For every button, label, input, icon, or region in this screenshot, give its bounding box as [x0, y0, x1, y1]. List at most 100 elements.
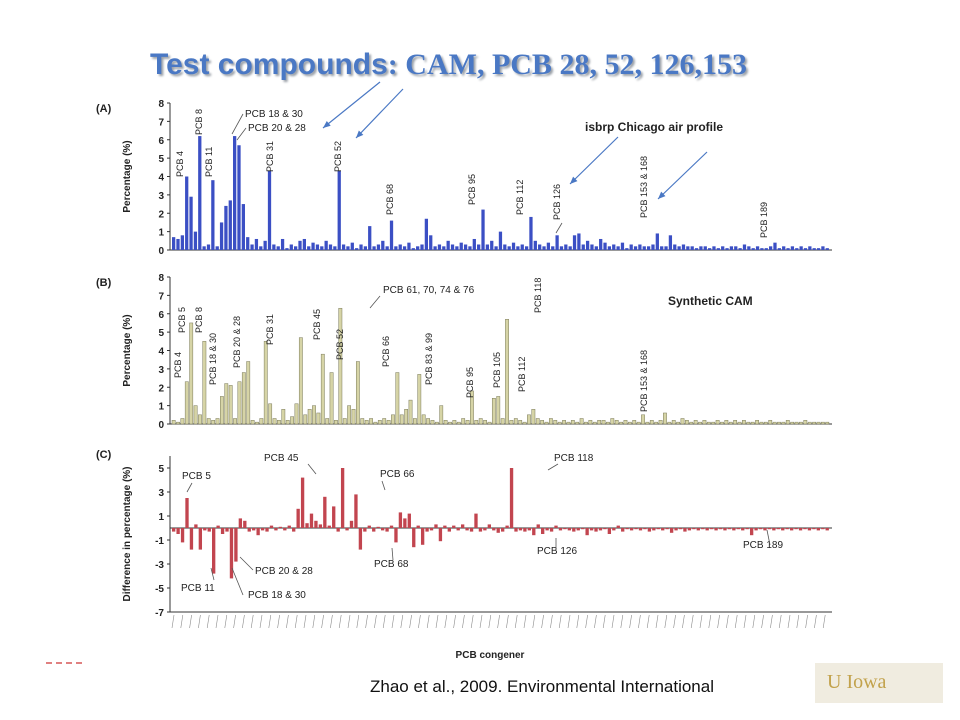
panel-b-bar [456, 421, 461, 425]
panel-b-bar [663, 412, 667, 425]
panel-c-bar [354, 494, 358, 528]
panel-a-bar [346, 246, 350, 250]
slide-title-rest: CAM, PCB 28, 52, 126,153 [397, 48, 747, 81]
panel-b-bar [483, 420, 487, 425]
panel-b-bar [417, 374, 422, 425]
panel-b-ylabel: Percentage (%) [122, 314, 133, 386]
panel-b-ytick-label: 4 [158, 347, 164, 358]
panel-a-bar [333, 246, 337, 250]
panel-a-annotation: PCB 20 & 28 [248, 123, 306, 134]
panel-a-bar [337, 170, 341, 250]
panel-a-annotation: PCB 52 [333, 141, 343, 172]
panel-b-bar [404, 409, 409, 425]
panel-b-bar [250, 420, 255, 425]
panel-a-bar [202, 246, 206, 250]
panel-c-bar [478, 528, 483, 532]
panel-b-bar [448, 421, 452, 425]
panel-a-bar [599, 238, 603, 250]
panel-c-xtick-label [268, 614, 272, 629]
panel-c-bar [714, 528, 718, 531]
panel-c-bar [260, 528, 265, 531]
panel-c-xtick-label [497, 614, 500, 629]
panel-b-bar [750, 421, 755, 425]
panel-c-bar [758, 528, 763, 530]
panel-b-bar [360, 418, 365, 425]
panel-c-xtick-label [479, 614, 483, 629]
panel-a-annotation: PCB 18 & 30 [245, 109, 303, 120]
panel-c-bar [509, 468, 514, 528]
panel-b-bar [505, 319, 509, 425]
panel-c-xtick-label [576, 614, 580, 629]
panel-b-bar [535, 418, 540, 425]
panel-a-bar [681, 244, 686, 250]
panel-b-annotation: PCB 5 [177, 307, 187, 333]
panel-b-bar [785, 420, 790, 425]
panel-b-bar [391, 414, 395, 425]
panel-b-ytick-label: 2 [158, 383, 164, 394]
panel-a-bar [350, 242, 354, 250]
panel-b-bar [426, 418, 430, 425]
panel-a-bar [246, 237, 250, 250]
panel-c-xtick-label [365, 614, 368, 629]
panel-c-xtick-label [444, 614, 448, 629]
panel-b-bar [649, 420, 654, 425]
panel-c-bar [345, 528, 349, 531]
panel-b-bar [689, 421, 694, 425]
pointer-arrow [355, 88, 404, 139]
annotation-leader [307, 463, 317, 475]
panel-b-bar [369, 418, 373, 425]
panel-a-bar [463, 244, 468, 250]
panel-c-xtick-label [708, 614, 712, 629]
panel-c-bar [638, 528, 643, 531]
panel-a-annotation: PCB 68 [385, 184, 395, 215]
panel-c-bar [292, 528, 296, 532]
panel-c-bar [745, 528, 749, 530]
panel-c-bar [185, 498, 189, 528]
panel-c-xtick-label [611, 614, 615, 629]
panel-a-bar [734, 246, 738, 250]
panel-a-bar [324, 240, 328, 250]
panel-a-bar [590, 244, 594, 250]
panel-a-bar [738, 248, 742, 250]
panel-c-bar [812, 528, 816, 530]
panel-b-bar [715, 420, 720, 425]
panel-c-xtick-label [206, 614, 210, 629]
panel-b-bar [509, 420, 514, 425]
panel-a-bar [276, 246, 280, 250]
panel-a-bar [786, 248, 790, 250]
panel-c-bar [469, 528, 474, 532]
panel-a-bar [233, 136, 237, 250]
panel-b-bar [320, 353, 325, 425]
panel-a-bar [376, 244, 381, 250]
panel-a-bar [385, 246, 389, 250]
panel-a-bar [677, 246, 681, 250]
panel-c-xtick-label [743, 614, 747, 629]
panel-b-annotation: PCB 8 [194, 307, 204, 333]
pointer-arrow-head [658, 191, 666, 199]
panel-c-xtick-label [233, 614, 236, 629]
panel-b-bar [566, 421, 571, 425]
panel-b-bar [198, 414, 202, 425]
panel-b-bar [549, 418, 553, 425]
panel-a-bar [237, 145, 241, 250]
panel-c-bar [549, 528, 554, 532]
panel-b-bar [799, 421, 803, 425]
pointer-arrow [657, 151, 708, 200]
panel-c-xlabel: PCB congener [456, 650, 525, 661]
panel-c-bar [487, 524, 491, 528]
panel-a-bar [490, 240, 494, 250]
panel-a-ytick-label: 6 [158, 136, 164, 147]
panel-b-bar [373, 421, 378, 425]
panel-b-ytick-label: 5 [158, 328, 164, 339]
panel-c-xtick-label [734, 614, 738, 629]
panel-a-bar [311, 242, 315, 250]
panel-c-bar [598, 528, 603, 531]
panel-b-bar [294, 403, 299, 425]
panel-a-bar [799, 246, 803, 250]
panel-a-annotation: PCB 153 & 168 [639, 156, 649, 218]
panel-a-inset-title: isbrp Chicago air profile [585, 120, 723, 134]
panel-c-bar [789, 528, 794, 531]
panel-a-bar [751, 248, 755, 250]
panel-a-bar [546, 242, 551, 250]
panel-c-xtick-label [356, 614, 360, 629]
